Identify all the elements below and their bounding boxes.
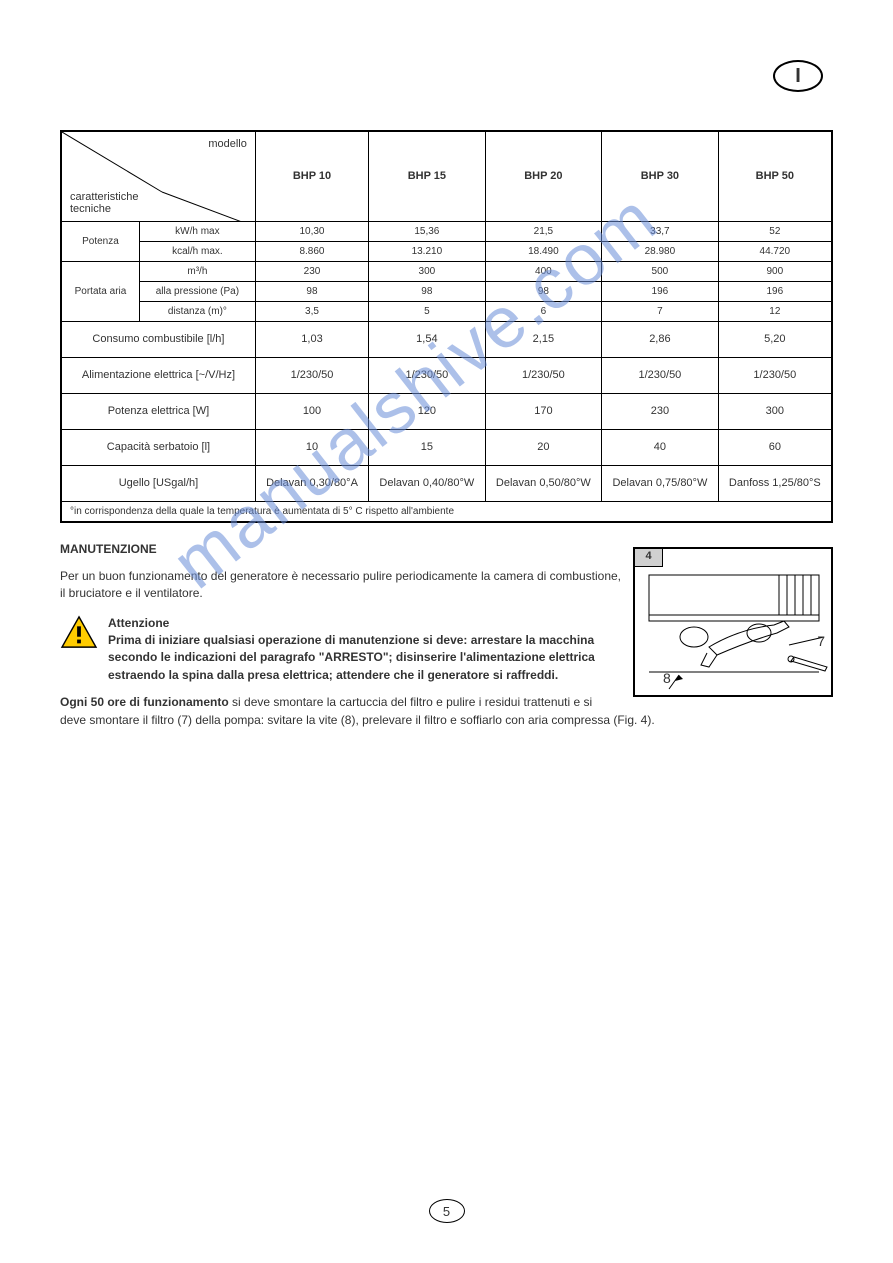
warning-block: Attenzione Prima di iniziare qualsiasi o… <box>60 615 621 695</box>
warning-text: Attenzione Prima di iniziare qualsiasi o… <box>108 615 621 685</box>
cell: 18.490 <box>485 241 602 261</box>
cell: 15,36 <box>369 221 486 241</box>
cell: 8.860 <box>255 241 368 261</box>
cell: 100 <box>255 393 368 429</box>
cell: Delavan 0,50/80°W <box>485 465 602 501</box>
row-head: Potenza elettrica [W] <box>61 393 255 429</box>
cell: 15 <box>369 429 486 465</box>
row-head: Consumo combustibile [l/h] <box>61 321 255 357</box>
cell: 5,20 <box>718 321 832 357</box>
cell: 6 <box>485 301 602 321</box>
cell: 3,5 <box>255 301 368 321</box>
cell: 1/230/50 <box>255 357 368 393</box>
cell: Danfoss 1,25/80°S <box>718 465 832 501</box>
row-sub: kcal/h max. <box>139 241 255 261</box>
body-content: 4 7 8 MANU <box>60 541 833 730</box>
warning-icon <box>60 615 98 649</box>
figure-callout-7: 7 <box>817 631 825 651</box>
cell: 400 <box>485 261 602 281</box>
cell: 10,30 <box>255 221 368 241</box>
diagonal-header: modello caratteristiche tecniche <box>61 131 255 221</box>
diag-top-label: modello <box>208 138 247 150</box>
row-sub: distanza (m)° <box>139 301 255 321</box>
cell: 2,15 <box>485 321 602 357</box>
table-footnote: °in corrispondenza della quale la temper… <box>61 501 832 522</box>
cell: Delavan 0,30/80°A <box>255 465 368 501</box>
row-head: Ugello [USgal/h] <box>61 465 255 501</box>
para2-bold: Ogni 50 ore di funzionamento <box>60 695 229 709</box>
cell: 1/230/50 <box>369 357 486 393</box>
figure-label: 4 <box>635 549 663 567</box>
specs-table: modello caratteristiche tecniche BHP 10 … <box>60 130 833 523</box>
model-header: BHP 15 <box>369 131 486 221</box>
cell: 1/230/50 <box>485 357 602 393</box>
cell: 44.720 <box>718 241 832 261</box>
row-sub: m³/h <box>139 261 255 281</box>
language-badge: I <box>773 60 823 92</box>
cell: 21,5 <box>485 221 602 241</box>
cell: 28.980 <box>602 241 719 261</box>
cell: 900 <box>718 261 832 281</box>
cell: 52 <box>718 221 832 241</box>
cell: 300 <box>718 393 832 429</box>
cell: 13.210 <box>369 241 486 261</box>
cell: 230 <box>255 261 368 281</box>
cell: 33,7 <box>602 221 719 241</box>
cell: 1/230/50 <box>602 357 719 393</box>
cell: 2,86 <box>602 321 719 357</box>
figure-callout-8: 8 <box>663 668 671 688</box>
cell: 60 <box>718 429 832 465</box>
diag-bottom-label: caratteristiche tecniche <box>70 191 138 215</box>
model-header: BHP 10 <box>255 131 368 221</box>
cell: 300 <box>369 261 486 281</box>
cell: 98 <box>369 281 486 301</box>
row-sub: alla pressione (Pa) <box>139 281 255 301</box>
cell: 10 <box>255 429 368 465</box>
model-header: BHP 20 <box>485 131 602 221</box>
cell: Delavan 0,75/80°W <box>602 465 719 501</box>
figure-block: 4 7 8 <box>633 547 833 697</box>
row-head: Potenza <box>61 221 139 261</box>
cell: 20 <box>485 429 602 465</box>
cell: 500 <box>602 261 719 281</box>
cell: 98 <box>255 281 368 301</box>
cell: 196 <box>602 281 719 301</box>
cell: 196 <box>718 281 832 301</box>
cell: 230 <box>602 393 719 429</box>
model-header: BHP 30 <box>602 131 719 221</box>
cell: 12 <box>718 301 832 321</box>
row-head: Alimentazione elettrica [~/V/Hz] <box>61 357 255 393</box>
cell: 1/230/50 <box>718 357 832 393</box>
cell: 120 <box>369 393 486 429</box>
row-sub: kW/h max <box>139 221 255 241</box>
cell: 7 <box>602 301 719 321</box>
page-number: 5 <box>429 1199 465 1223</box>
row-head: Capacità serbatoio [l] <box>61 429 255 465</box>
row-head: Portata aria <box>61 261 139 321</box>
cell: 170 <box>485 393 602 429</box>
cell: 1,03 <box>255 321 368 357</box>
cell: Delavan 0,40/80°W <box>369 465 486 501</box>
cell: 98 <box>485 281 602 301</box>
cell: 40 <box>602 429 719 465</box>
cell: 1,54 <box>369 321 486 357</box>
model-header: BHP 50 <box>718 131 832 221</box>
paragraph-2: Ogni 50 ore di funzionamento si deve smo… <box>60 694 833 729</box>
figure-box: 4 7 8 <box>633 547 833 697</box>
cell: 5 <box>369 301 486 321</box>
